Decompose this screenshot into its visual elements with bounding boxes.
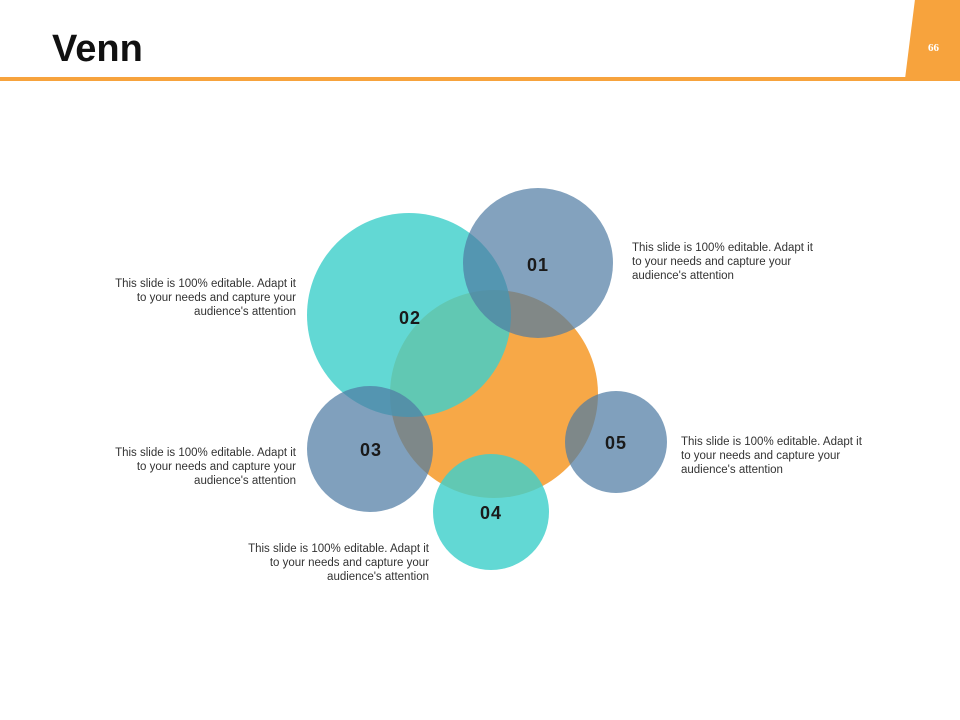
header-divider	[0, 77, 960, 81]
page-title: Venn	[52, 28, 143, 70]
circle-02	[307, 213, 511, 417]
description-01: This slide is 100% editable. Adapt it to…	[632, 242, 813, 282]
circle-01	[463, 188, 613, 338]
page-number-tab	[905, 0, 960, 79]
description-03: This slide is 100% editable. Adapt it to…	[115, 447, 296, 487]
circle-label-04: 04	[480, 503, 502, 523]
circle-04	[433, 454, 549, 570]
description-05: This slide is 100% editable. Adapt it to…	[681, 436, 862, 476]
description-04: This slide is 100% editable. Adapt it to…	[248, 543, 429, 583]
circle-03	[307, 386, 433, 512]
description-02: This slide is 100% editable. Adapt it to…	[115, 278, 296, 318]
circle-05	[565, 391, 667, 493]
circle-label-02: 02	[399, 308, 421, 328]
page-number: 66	[928, 42, 939, 54]
circle-label-03: 03	[360, 440, 382, 460]
circle-label-01: 01	[527, 255, 549, 275]
circle-label-05: 05	[605, 433, 627, 453]
